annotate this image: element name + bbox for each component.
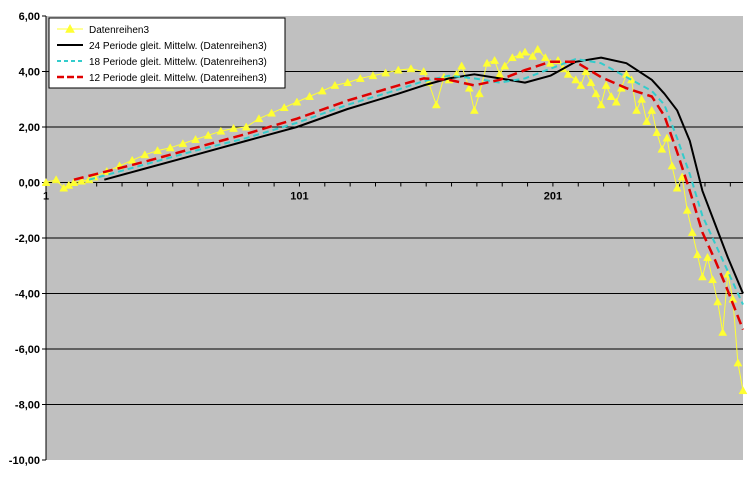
series-point	[490, 55, 500, 64]
series-point	[191, 134, 200, 143]
series-point	[254, 114, 264, 123]
series-point	[500, 61, 510, 70]
series-point	[596, 100, 606, 109]
series-point	[203, 130, 213, 139]
series-point	[381, 68, 391, 77]
series-point	[178, 139, 188, 148]
series-point	[528, 51, 538, 60]
series-point	[464, 83, 474, 92]
x-tick-label: 1	[43, 191, 49, 203]
series-point	[431, 100, 441, 109]
series-point	[305, 91, 315, 100]
series-line-3	[73, 60, 745, 331]
series-point	[317, 86, 327, 95]
series-point	[652, 128, 662, 136]
series-point	[419, 66, 429, 75]
legend-box	[48, 17, 286, 89]
y-tick-label: 6,00	[19, 11, 40, 23]
series-point	[355, 73, 365, 82]
series-point	[279, 103, 289, 112]
legend-label: 12 Periode gleit. Mittelw. (Datenreihen3…	[89, 73, 267, 84]
series-point	[713, 297, 723, 306]
series-point	[533, 44, 543, 53]
y-tick-label: -8,00	[15, 400, 40, 412]
series-point	[667, 161, 677, 170]
series-point	[216, 126, 226, 135]
y-tick-label: 2,00	[19, 122, 40, 134]
series-point	[267, 108, 276, 117]
series-line-2	[88, 58, 744, 306]
series-point	[474, 89, 484, 98]
series-point	[581, 66, 591, 75]
series-point	[571, 75, 581, 84]
series-point	[692, 250, 702, 259]
series-line-1	[104, 56, 744, 294]
series-point	[703, 252, 712, 261]
series-point	[698, 272, 707, 281]
legend-marker	[65, 23, 75, 33]
series-point	[563, 69, 573, 78]
series-point	[469, 105, 479, 114]
series-point	[687, 227, 697, 236]
series-point	[482, 58, 492, 67]
series-point	[507, 53, 517, 62]
series-point	[642, 116, 652, 125]
y-tick-label: -2,00	[15, 233, 40, 245]
series-point	[591, 89, 601, 98]
series-point	[540, 53, 550, 62]
legend-label: 24 Periode gleit. Mittelw. (Datenreihen3…	[89, 41, 267, 52]
series-point	[601, 80, 611, 89]
axes: 6,00 4,00 2,00 0,00 -2,00 -4,00 -6,00 -8,00 -10,…	[9, 11, 743, 467]
series-point	[368, 71, 378, 80]
series-point	[672, 183, 682, 192]
series-point	[153, 146, 162, 155]
series-point	[718, 327, 728, 336]
series-point	[662, 133, 672, 142]
series-point	[69, 177, 79, 186]
series-point	[165, 143, 175, 152]
x-tick-label: 201	[544, 191, 562, 203]
series-point	[606, 91, 616, 100]
series-point	[682, 205, 692, 214]
series-point	[41, 177, 51, 186]
series-point	[140, 150, 150, 159]
series-point	[586, 78, 596, 87]
x-tick-label: 101	[290, 191, 308, 203]
series-point	[229, 123, 238, 132]
series-point	[241, 122, 251, 131]
y-tick-label: -10,00	[9, 455, 40, 467]
series-point	[393, 65, 403, 74]
series-point	[611, 97, 621, 106]
y-tick-label: -4,00	[15, 289, 40, 301]
series-point	[632, 105, 641, 114]
series-point	[657, 144, 667, 153]
legend-label: Datenreihen3	[89, 25, 149, 36]
series-point	[343, 78, 353, 87]
y-tick-label: -6,00	[15, 344, 40, 356]
series-point	[330, 80, 340, 89]
series-point	[647, 105, 657, 114]
legend: Datenreihen3 24 Periode gleit. Mittelw. (…	[48, 17, 286, 89]
series-point	[406, 64, 416, 73]
series-point	[457, 61, 467, 70]
series-point	[708, 275, 718, 284]
series-point	[51, 175, 61, 184]
series-point	[733, 358, 743, 367]
series-point	[520, 47, 530, 56]
series-point	[127, 155, 137, 164]
series-point	[738, 386, 748, 395]
series-point	[576, 80, 586, 89]
series-point	[637, 94, 647, 103]
y-tick-label: 4,00	[19, 67, 40, 79]
series-point	[77, 176, 86, 185]
series-point	[292, 97, 302, 106]
series-layer	[41, 44, 748, 395]
y-tick-label: 0,00	[19, 178, 40, 190]
legend-label: 18 Periode gleit. Mittelw. (Datenreihen3…	[89, 57, 267, 68]
